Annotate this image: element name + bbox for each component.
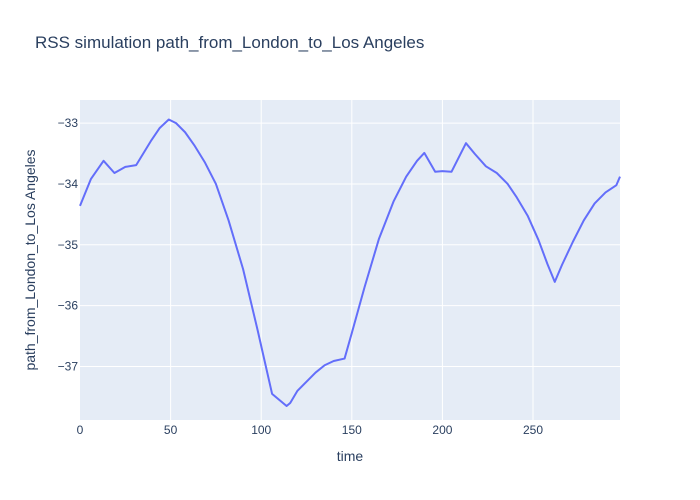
y-tick-label: −36	[58, 299, 79, 313]
plot-background	[80, 100, 620, 420]
x-tick-labels: 0 50 100 150 200 250	[77, 423, 544, 437]
x-tick-label: 250	[523, 423, 543, 437]
chart-title: RSS simulation path_from_London_to_Los A…	[35, 33, 425, 52]
y-axis-title: path_from_London_to_Los Angeles	[22, 149, 38, 370]
x-tick-label: 50	[164, 423, 178, 437]
y-tick-label: −33	[58, 116, 79, 130]
y-tick-label: −34	[58, 177, 79, 191]
x-tick-label: 200	[432, 423, 452, 437]
y-tick-label: −35	[58, 238, 79, 252]
x-tick-label: 150	[342, 423, 362, 437]
x-tick-label: 100	[251, 423, 271, 437]
x-tick-label: 0	[77, 423, 84, 437]
grid-lines	[80, 100, 620, 420]
line-layer	[79, 118, 621, 408]
x-axis-title: time	[337, 448, 364, 464]
series-line	[79, 118, 621, 408]
y-tick-label: −37	[58, 359, 79, 373]
y-tick-labels: −37 −36 −35 −34 −33	[58, 116, 79, 373]
